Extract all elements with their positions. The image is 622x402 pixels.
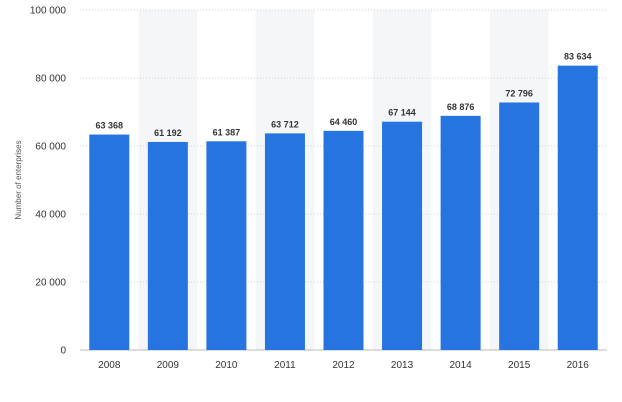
bar-2016 xyxy=(557,65,598,350)
x-tick-label-2015: 2015 xyxy=(508,360,531,371)
x-tick-label-2008: 2008 xyxy=(98,360,121,371)
bar-2015 xyxy=(499,102,540,351)
bar-2008 xyxy=(89,134,130,350)
bars xyxy=(89,65,598,351)
bar-2011 xyxy=(264,133,305,350)
y-tick-label: 60 000 xyxy=(35,142,66,153)
bar-2013 xyxy=(382,121,423,350)
data-label-2009: 61 192 xyxy=(154,128,182,138)
x-tick-label-2014: 2014 xyxy=(449,360,472,371)
x-axis-ticks: 2008 2009 2010 2011 2012 2013 2014 2015 2016 xyxy=(98,360,589,371)
y-tick-label: 20 000 xyxy=(35,278,66,289)
data-label-2010: 61 387 xyxy=(213,127,241,137)
x-tick-label-2016: 2016 xyxy=(567,360,590,371)
x-tick-label-2013: 2013 xyxy=(391,360,414,371)
x-tick-label-2009: 2009 xyxy=(157,360,180,371)
data-label-2008: 63 368 xyxy=(96,121,124,131)
x-tick-label-2012: 2012 xyxy=(332,360,355,371)
x-tick-label-2010: 2010 xyxy=(215,360,238,371)
bar-2009 xyxy=(147,141,188,350)
data-label-2012: 64 460 xyxy=(330,117,358,127)
y-tick-label: 0 xyxy=(60,346,66,357)
bar-2014 xyxy=(440,115,481,351)
data-label-2015: 72 796 xyxy=(505,88,533,98)
x-tick-label-2011: 2011 xyxy=(274,360,296,371)
bar-2010 xyxy=(206,141,247,350)
data-label-2011: 63 712 xyxy=(271,119,299,129)
data-label-2014: 68 876 xyxy=(447,102,475,112)
y-tick-label: 100 000 xyxy=(30,6,67,17)
y-tick-label: 40 000 xyxy=(35,210,66,221)
y-tick-label: 80 000 xyxy=(35,74,66,85)
data-labels: 63 368 61 192 61 387 63 712 64 460 67 144 68 8… xyxy=(96,52,592,138)
data-label-2013: 67 144 xyxy=(388,108,416,118)
y-axis-label: Number of enterprises xyxy=(14,140,23,219)
y-axis-ticks: 0 20 000 40 000 60 000 80 000 100 000 xyxy=(30,6,67,357)
data-label-2016: 83 634 xyxy=(564,52,592,62)
bar-2012 xyxy=(323,130,364,350)
